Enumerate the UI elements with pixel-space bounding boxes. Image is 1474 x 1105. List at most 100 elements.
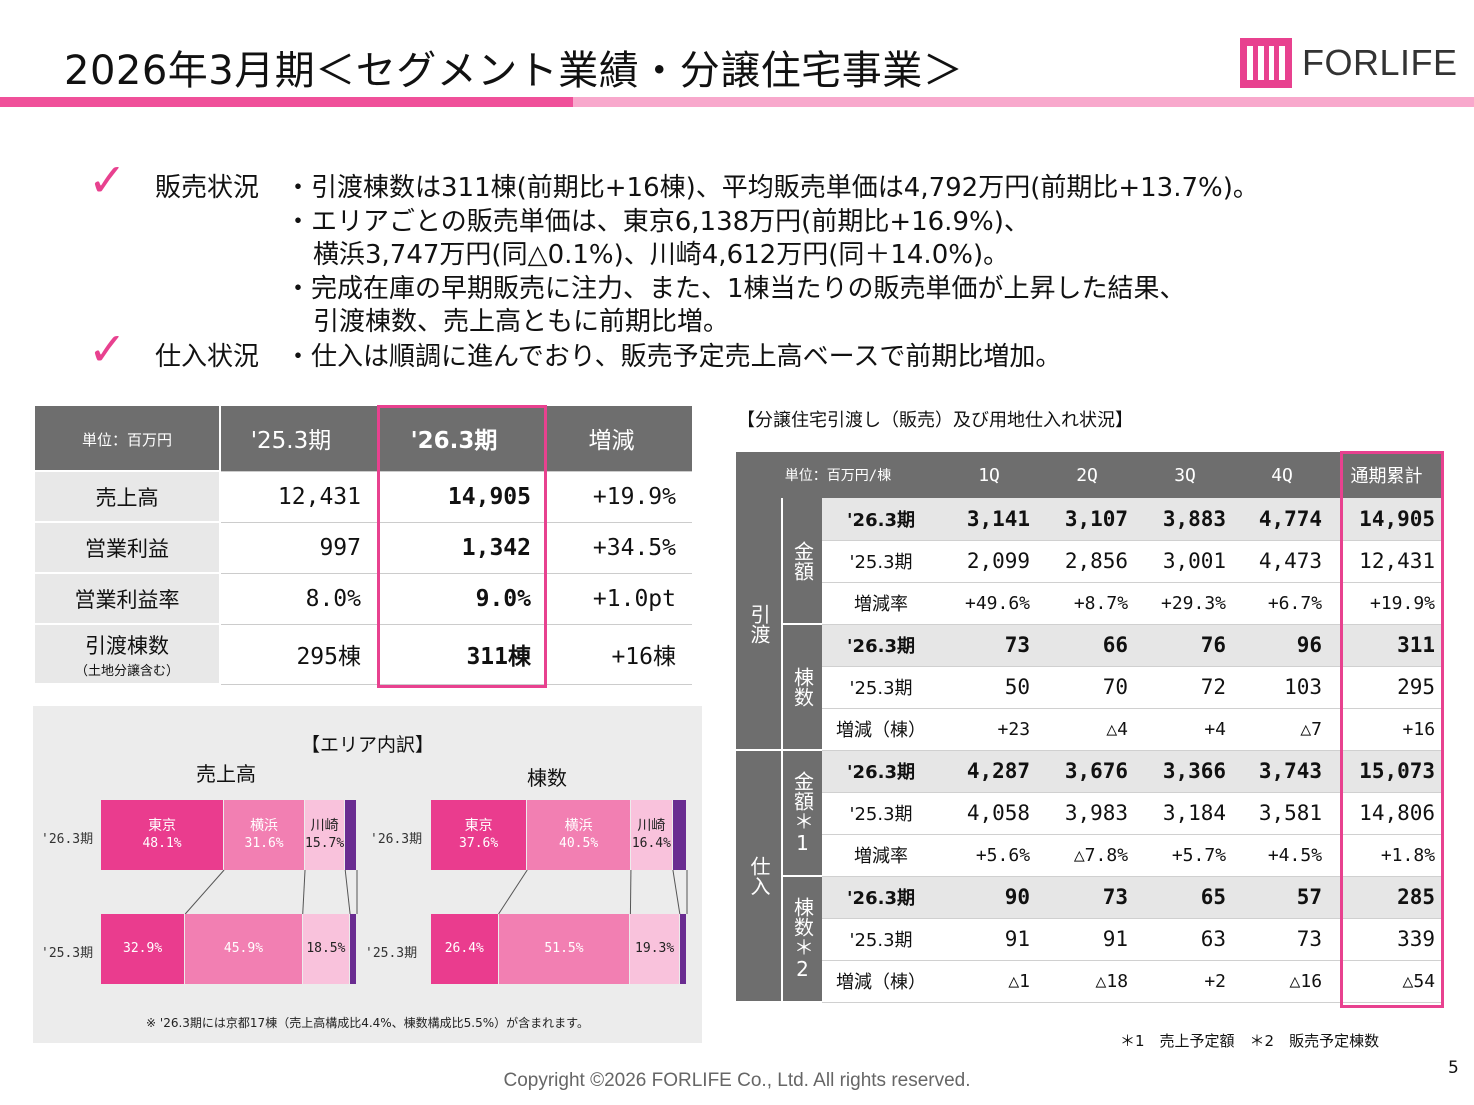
sales-line-2: ・エリアごとの販売単価は、東京6,138万円(前期比+16.9%)、 [285,207,1030,237]
connector-line [672,869,681,915]
cell-value: 3,107 [1038,498,1137,541]
cell-prev: 295棟 [220,624,377,685]
cell-value: 3,141 [940,498,1039,541]
cell-value: △4 [1038,708,1137,751]
cell-value: +4.5% [1234,834,1331,877]
sub-group-label: 金額 [781,498,822,625]
cell-diff: +1.0pt [547,573,692,625]
cell-value: 76 [1136,624,1235,667]
segment-area-name: 東京 [148,818,177,835]
col-4q: 4Q [1234,452,1331,498]
sales-prev-segment: 32.9% [101,914,185,984]
row-label: 営業利益 [35,522,221,574]
sub-group-label: 棟数＊2 [781,876,822,1003]
cell-cur: 311棟 [377,624,547,685]
cell-prev: 12,431 [220,471,377,523]
cell-value: 3,001 [1136,540,1235,583]
cell-value: +23 [940,708,1039,751]
sub-group-label: 金額＊1 [781,750,822,877]
cell-total: +1.8% [1330,834,1444,877]
cell-value: +4 [1136,708,1235,751]
table-row: 営業利益 997 1,342 +34.5% [35,522,692,574]
cell-value: 3,883 [1136,498,1235,541]
connector-line [629,869,632,915]
row-label: 営業利益率 [35,573,221,625]
cell-prev: 8.0% [220,573,377,625]
table-row: '25.3期 2,099 2,856 3,001 4,473 12,431 [736,540,1444,583]
cell-value: 70 [1038,666,1137,709]
connector-line [302,869,306,915]
segment-percent: 40.5% [559,835,599,851]
segment-percent: 15.7% [305,835,345,851]
table-row: 増減率 +49.6% +8.7% +29.3% +6.7% +19.9% [736,582,1444,625]
segment-percent: 18.5% [306,940,346,956]
unit-label: 単位：百万円 [35,406,221,472]
cell-total: 12,431 [1330,540,1444,583]
unit-label: 単位：百万円/棟 [736,452,941,498]
segment-area-name: 東京 [464,818,493,835]
row-label: 引渡棟数 （土地分譲含む） [35,624,221,685]
row-label-prev: '25.3期 [365,946,418,961]
row-label: 増減率 [822,582,941,625]
table-row: 引渡棟数 （土地分譲含む） 295棟 311棟 +16棟 [35,624,692,685]
sales-cur-segment: 東京 48.1% [101,800,224,870]
cell-value: 4,287 [940,750,1039,793]
purchase-line: ・仕入は順調に進んでおり、販売予定売上高ベースで前期比増加。 [285,342,1062,372]
col-3q: 3Q [1136,452,1235,498]
cell-value: 3,581 [1234,792,1331,835]
cell-value: △1 [940,960,1039,1003]
row-label: '25.3期 [822,666,941,709]
cell-value: 63 [1136,918,1235,961]
page-title: 2026年3月期＜セグメント業績・分譲住宅事業＞ [64,48,964,94]
area-note: ※ '26.3期には京都17棟（売上高構成比4.4%、棟数構成比5.5%）が含ま… [146,1016,589,1030]
segment-percent: 51.5% [544,940,584,956]
page-number: 5 [1448,1058,1459,1078]
summary-table: 単位：百万円 '25.3期 '26.3期 増減 売上高 12,431 14,90… [35,406,692,685]
row-label: '25.3期 [822,792,941,835]
row-label-cur: '26.3期 [41,832,94,847]
col-2q: 2Q [1038,452,1137,498]
row-label: '26.3期 [822,876,941,919]
cell-value: 2,099 [940,540,1039,583]
cell-total: 295 [1330,666,1444,709]
row-label: 売上高 [35,471,221,523]
sales-prev-segment: 18.5% [302,914,350,984]
cell-value: △16 [1234,960,1331,1003]
segment-percent: 37.6% [459,835,499,851]
sales-line-5: 引渡棟数、売上高ともに前期比増。 [313,307,730,337]
table-row: 営業利益率 8.0% 9.0% +1.0pt [35,573,692,625]
cell-cur: 14,905 [377,471,547,523]
row-sublabel: （土地分譲含む） [74,663,179,679]
cell-total: +16 [1330,708,1444,751]
col-diff: 増減 [547,406,692,472]
segment-percent: 26.4% [444,940,484,956]
row-label-cur: '26.3期 [370,832,423,847]
cell-value: 4,774 [1234,498,1331,541]
col-prev: '25.3期 [220,406,377,472]
sales-cur-segment: 横浜 31.6% [224,800,305,870]
cell-value: 57 [1234,876,1331,919]
units-cur-segment: 横浜 40.5% [527,800,630,870]
segment-percent: 16.4% [631,835,671,851]
table-row: 売上高 12,431 14,905 +19.9% [35,471,692,523]
summary-header-row: 単位：百万円 '25.3期 '26.3期 増減 [35,406,692,472]
cell-total: 14,806 [1330,792,1444,835]
cell-value: 4,473 [1234,540,1331,583]
cell-value: 91 [940,918,1039,961]
area-title: 【エリア内訳】 [300,734,434,756]
segment-area-name: 横浜 [564,818,593,835]
table-row: 棟数 '26.3期 73 66 76 96 311 [736,624,1444,751]
cell-value: △7 [1234,708,1331,751]
sales-line-1: ・引渡棟数は311棟(前期比+16棟)、平均販売単価は4,792万円(前期比+1… [285,173,1259,203]
right-header-row: 単位：百万円/棟 1Q 2Q 3Q 4Q 通期累計 [736,452,1444,498]
cell-prev: 997 [220,522,377,574]
right-table-caption: 【分譲住宅引渡し（販売）及び用地仕入れ状況】 [737,410,1133,431]
cell-value: 4,058 [940,792,1039,835]
cell-value: 3,184 [1136,792,1235,835]
cell-diff: +16棟 [547,624,692,685]
units-prev-segment: 51.5% [498,914,630,984]
cell-total: 14,905 [1330,498,1444,541]
cell-value: 66 [1038,624,1137,667]
sales-cur-other-segment [345,800,356,870]
cell-value: △7.8% [1038,834,1137,877]
